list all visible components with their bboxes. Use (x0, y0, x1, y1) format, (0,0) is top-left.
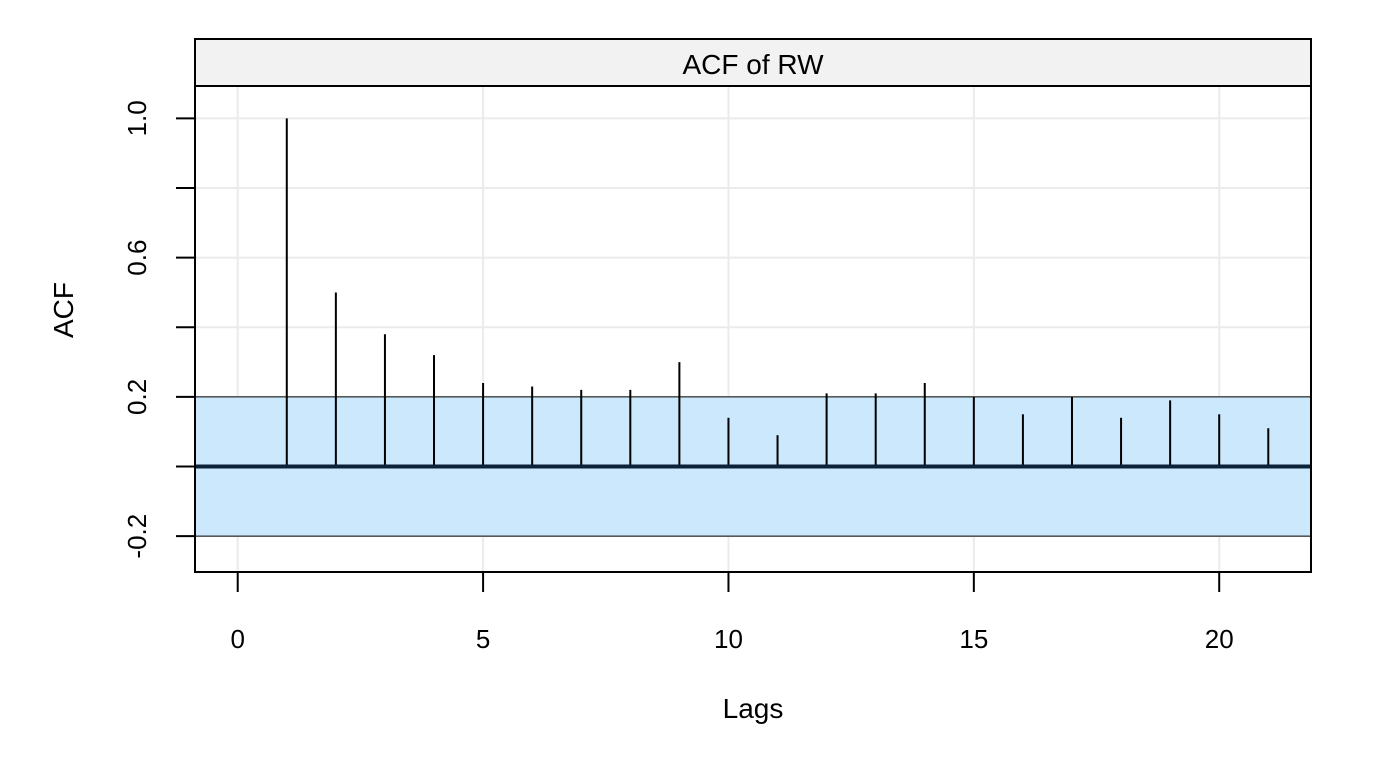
x-tick-label: 10 (714, 624, 743, 654)
y-axis-title: ACF (48, 282, 79, 338)
plot-frame (194, 85, 1312, 573)
y-tick-label: 0.6 (122, 240, 152, 276)
x-axis: 0 5 10 15 20 (230, 572, 1234, 654)
y-tick-label: 1.0 (122, 100, 152, 136)
y-tick-label: -0.2 (122, 514, 152, 559)
x-tick-label: 5 (476, 624, 490, 654)
x-tick-label: 15 (959, 624, 988, 654)
x-tick-label: 0 (230, 624, 244, 654)
x-axis-title: Lags (723, 693, 784, 724)
chart-title: ACF of RW (682, 49, 824, 80)
strip-background (194, 38, 1312, 87)
acf-spikes (285, 118, 1270, 467)
y-axis: -0.2 0.2 0.6 1.0 (122, 100, 195, 559)
y-tick-label: 0.2 (122, 379, 152, 415)
x-tick-label: 20 (1205, 624, 1234, 654)
